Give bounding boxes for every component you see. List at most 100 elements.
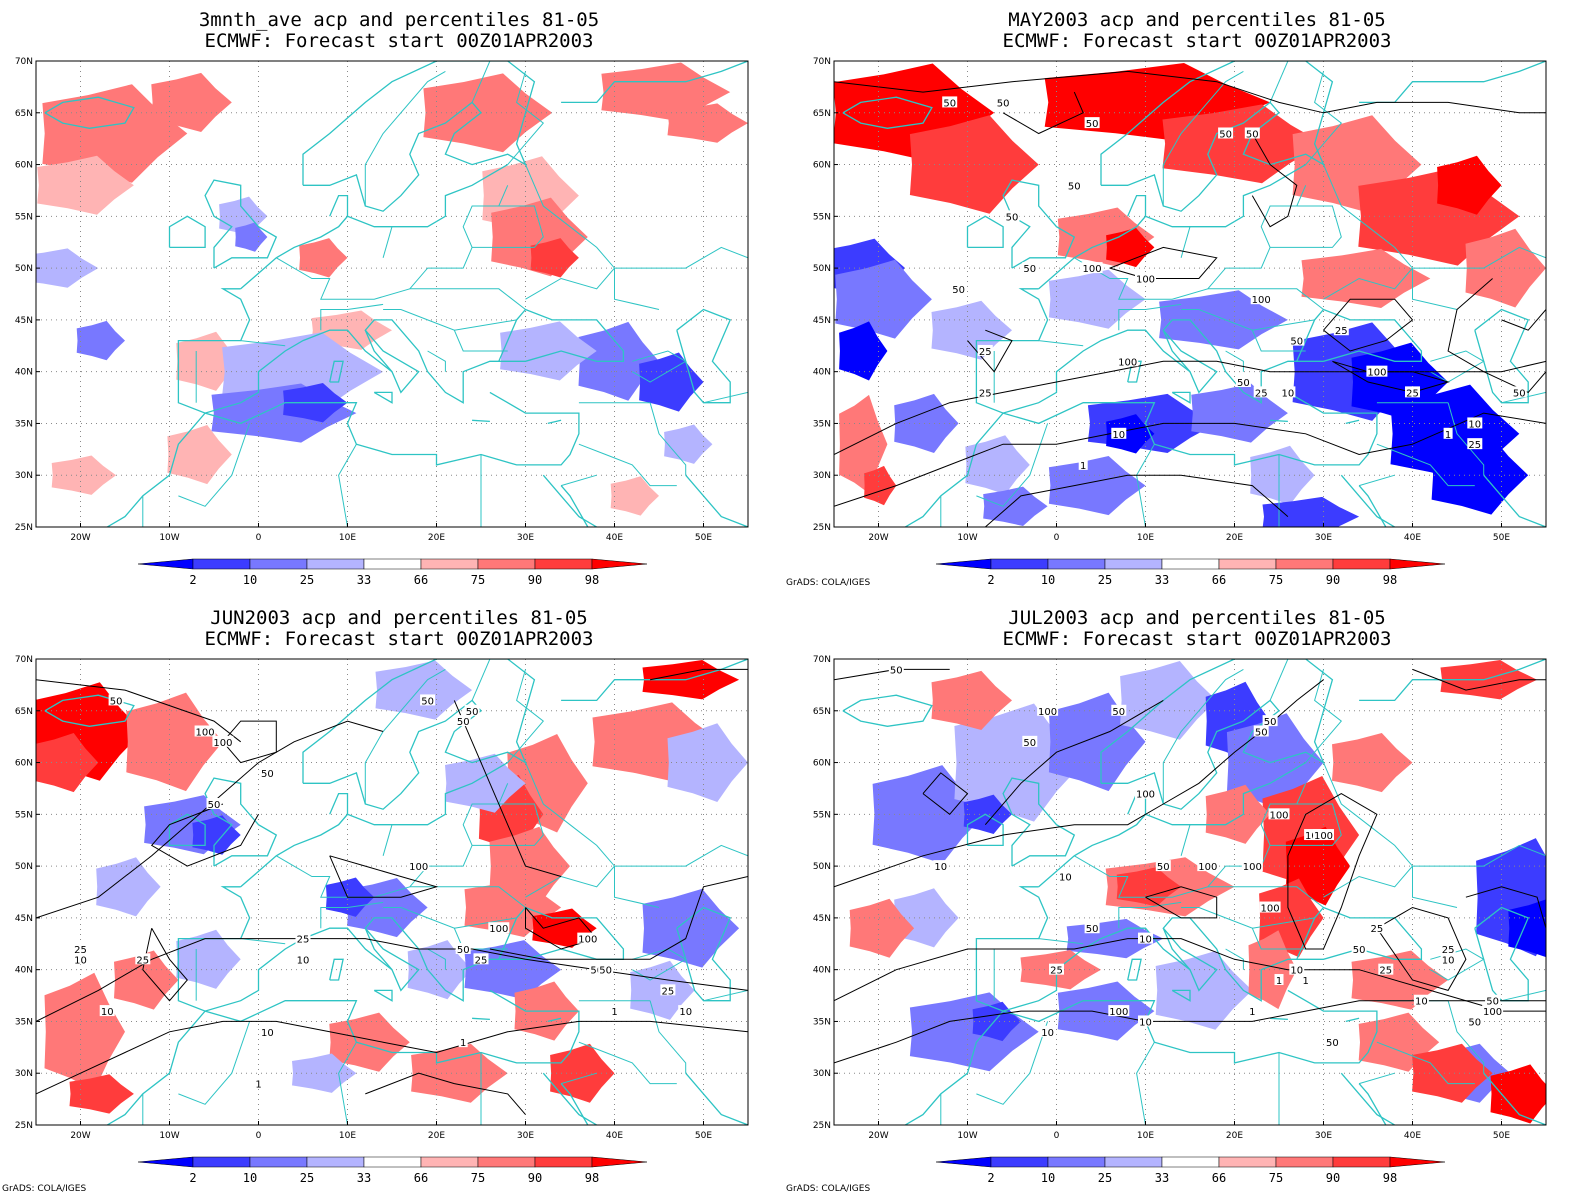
colorbar-label: 25	[300, 573, 314, 587]
contour-line	[365, 1072, 526, 1115]
colorbar-segment	[477, 558, 536, 570]
country-border	[923, 495, 942, 527]
contour-label: 25	[1255, 388, 1268, 399]
grads-credit: GrADS: COLA/IGES	[2, 1184, 87, 1194]
coastline	[240, 164, 509, 290]
coastline	[547, 419, 562, 425]
contour-label: 50	[599, 966, 612, 977]
country-border	[1118, 901, 1182, 929]
colorbar-label: 2	[189, 1171, 196, 1185]
contour-label: 100	[1269, 810, 1288, 821]
latitude-label: 50N	[15, 264, 33, 274]
latitude-label: 35N	[15, 419, 33, 429]
colorbar-segment	[1218, 558, 1277, 570]
coastline	[177, 288, 625, 414]
coastline	[547, 1017, 562, 1023]
contour-label-box	[1485, 994, 1501, 1006]
contour-label-box	[1405, 386, 1420, 398]
contour-label-box	[1467, 1015, 1483, 1027]
panel-3month-average: 3mnth_ave acp and percentiles 81-05 ECMW…	[0, 0, 798, 598]
contour-label-box	[1443, 427, 1453, 439]
shaded-region	[965, 435, 1030, 495]
coastline	[44, 694, 135, 727]
longitude-label: 30E	[1315, 533, 1332, 543]
map-frame	[833, 60, 1547, 528]
contour-label: 50	[208, 800, 221, 811]
contour-label-box	[1333, 324, 1349, 336]
coastline	[1358, 485, 1387, 527]
contour-label-box	[1111, 427, 1127, 439]
contour-label: 25	[1335, 326, 1348, 337]
contour-label: 25	[136, 955, 149, 966]
coastline	[842, 96, 933, 129]
coastline	[1345, 419, 1360, 425]
contour-label: 10	[1041, 1028, 1054, 1039]
contour-label: 1	[1249, 1007, 1255, 1018]
coastline	[966, 215, 1004, 249]
country-border	[472, 803, 544, 846]
coastline	[975, 288, 1423, 414]
coastline	[302, 659, 536, 810]
longitude-label: 0	[256, 1131, 262, 1141]
coastline	[1002, 777, 1076, 867]
contour-label-box	[1511, 386, 1527, 398]
longitude-label: 50E	[1493, 1131, 1510, 1141]
country-border	[1270, 803, 1342, 846]
colorbar-segment	[534, 1156, 593, 1168]
contour-label-box	[598, 963, 614, 975]
contour-label-box	[1253, 725, 1269, 737]
coastline	[1358, 1083, 1387, 1125]
contour-label: 100	[1136, 274, 1155, 285]
contour-label: 50	[1246, 129, 1259, 140]
contour-label: 25	[74, 945, 87, 956]
latitude-label: 65N	[813, 707, 831, 717]
latitude-label: 50N	[15, 862, 33, 872]
contour-label-box	[933, 860, 949, 872]
country-border	[1447, 402, 1485, 476]
colorbar-segment	[1104, 558, 1163, 570]
latitude-label: 30N	[813, 1069, 831, 1079]
contour-label-box	[259, 766, 275, 778]
coastline	[204, 179, 278, 269]
contour-label-box	[1440, 942, 1456, 954]
contour-label-box	[206, 797, 222, 809]
coastline	[106, 989, 580, 1125]
contour-label-box	[1378, 963, 1394, 975]
country-border	[338, 443, 357, 527]
contour-label-box	[194, 725, 216, 737]
shaded-region	[1106, 414, 1155, 454]
contour-label: 1	[611, 1007, 617, 1018]
contour-label: 100	[196, 727, 215, 738]
country-border	[1162, 70, 1244, 206]
country-border	[1136, 215, 1146, 228]
longitude-label: 40E	[1404, 1131, 1421, 1141]
shaded-region	[1155, 951, 1253, 1030]
colorbar-segment	[249, 558, 308, 570]
colorbar-label: 98	[1383, 1171, 1397, 1185]
contour-label-box	[1138, 932, 1153, 944]
contour-label: 25	[1050, 966, 1063, 977]
colorbar-label: 10	[1041, 1171, 1055, 1185]
contour-label: 50	[1157, 862, 1170, 873]
country-border	[240, 938, 286, 945]
coastline	[1100, 659, 1334, 810]
shaded-region	[1162, 104, 1324, 184]
latitude-label: 70N	[813, 57, 831, 67]
coastline	[302, 61, 536, 212]
longitude-label: 40E	[606, 1131, 623, 1141]
contour-label: 50	[466, 707, 479, 718]
country-border	[1136, 1041, 1155, 1125]
longitude-label: 20W	[70, 533, 90, 543]
country-border	[382, 226, 393, 258]
shaded-region	[375, 660, 473, 720]
coastline	[842, 694, 933, 727]
country-border	[1305, 669, 1343, 763]
country-border	[427, 948, 446, 970]
contour-label-box	[1037, 704, 1059, 716]
shaded-region	[114, 950, 179, 1010]
coastline	[177, 886, 625, 1012]
contour-label-box	[1280, 386, 1296, 398]
contour-label-box	[1467, 417, 1483, 429]
colorbar-label: 75	[1269, 1171, 1283, 1185]
